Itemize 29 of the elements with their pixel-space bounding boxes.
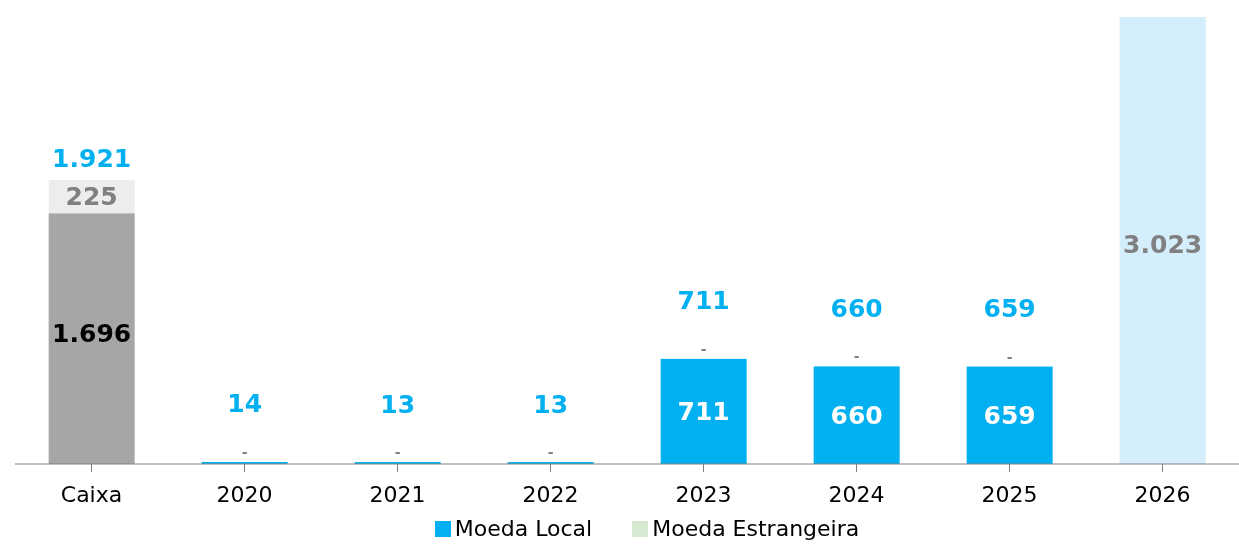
x-tick-label: 2024	[828, 481, 885, 507]
x-tick-label: 2021	[369, 481, 426, 507]
data-label: -	[853, 348, 860, 365]
data-label: 225	[65, 182, 118, 212]
legend-label: Moeda Estrangeira	[652, 516, 860, 541]
x-tick-label: 2022	[522, 481, 579, 507]
total-label: 1.921	[52, 144, 132, 174]
data-label: -	[241, 443, 248, 460]
x-tick-label: 2023	[675, 481, 732, 507]
data-label: 1.696	[52, 319, 132, 349]
data-label: 711	[677, 396, 730, 426]
data-label: -	[1006, 348, 1013, 365]
data-label: -	[547, 444, 554, 461]
total-label: 13	[533, 389, 569, 419]
data-label: -	[700, 340, 707, 357]
total-label: 660	[830, 293, 883, 323]
x-tick-label: 2025	[981, 481, 1038, 507]
total-label: 14	[227, 389, 263, 419]
x-tick-label: 2020	[216, 481, 273, 507]
x-tick-label: 2026	[1134, 481, 1191, 507]
total-label: 711	[677, 286, 730, 316]
data-label: -	[394, 444, 401, 461]
data-label: 660	[830, 400, 883, 430]
total-label: 13	[380, 389, 416, 419]
x-tick-label: Caixa	[60, 481, 123, 507]
total-label: 659	[983, 294, 1036, 324]
data-label: 659	[983, 400, 1036, 430]
data-label: 3.023	[1123, 230, 1203, 260]
legend-label: Moeda Local	[454, 516, 593, 541]
